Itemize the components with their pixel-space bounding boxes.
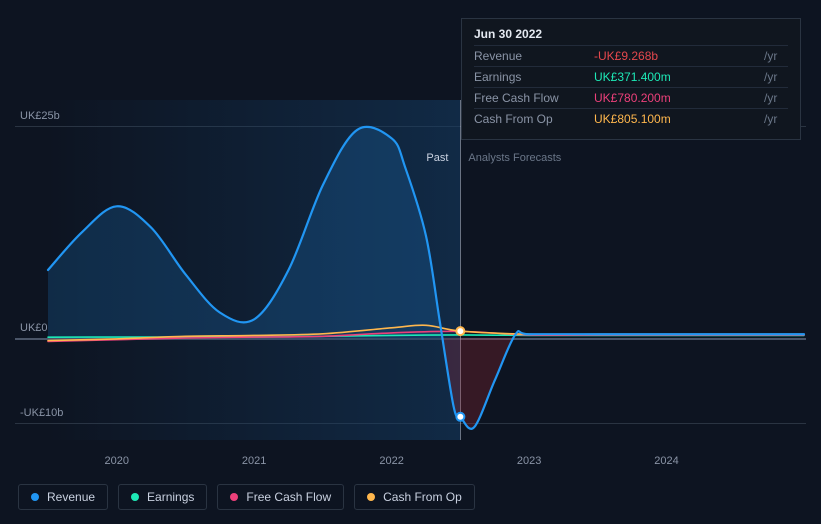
x-tick-label: 2022: [379, 455, 403, 467]
tooltip-table: Revenue-UK£9.268b/yrEarningsUK£371.400m/…: [474, 45, 788, 129]
cfo-highlight-marker: [456, 327, 464, 335]
legend-label: Free Cash Flow: [246, 490, 331, 504]
tooltip-row-value: -UK£9.268b: [594, 46, 760, 67]
tooltip-date: Jun 30 2022: [474, 27, 788, 45]
tooltip-row-label: Revenue: [474, 46, 594, 67]
legend-item-revenue[interactable]: Revenue: [18, 484, 108, 510]
tooltip-row-unit: /yr: [760, 88, 788, 109]
chart-legend: Revenue Earnings Free Cash Flow Cash From O…: [18, 484, 475, 510]
legend-dot-icon: [367, 493, 375, 501]
tooltip-row-label: Free Cash Flow: [474, 88, 594, 109]
legend-label: Earnings: [147, 490, 194, 504]
tooltip-row-value: UK£371.400m: [594, 67, 760, 88]
tooltip-row: Cash From OpUK£805.100m/yr: [474, 109, 788, 130]
legend-item-cfo[interactable]: Cash From Op: [354, 484, 475, 510]
financials-chart: UK£25bUK£0-UK£10b 20202021202220232024 P…: [0, 0, 821, 524]
tooltip-row-label: Earnings: [474, 67, 594, 88]
legend-item-fcf[interactable]: Free Cash Flow: [217, 484, 344, 510]
revenue-highlight-marker: [456, 413, 464, 421]
x-tick-label: 2023: [517, 455, 541, 467]
tooltip-row: Free Cash FlowUK£780.200m/yr: [474, 88, 788, 109]
legend-label: Cash From Op: [383, 490, 462, 504]
tooltip-row-unit: /yr: [760, 109, 788, 130]
x-tick-label: 2024: [654, 455, 678, 467]
chart-tooltip: Jun 30 2022 Revenue-UK£9.268b/yrEarnings…: [461, 18, 801, 140]
legend-dot-icon: [31, 493, 39, 501]
tooltip-row-unit: /yr: [760, 67, 788, 88]
x-tick-label: 2020: [104, 455, 128, 467]
tooltip-row: Revenue-UK£9.268b/yr: [474, 46, 788, 67]
legend-dot-icon: [131, 493, 139, 501]
tooltip-row-label: Cash From Op: [474, 109, 594, 130]
legend-item-earnings[interactable]: Earnings: [118, 484, 207, 510]
tooltip-row-unit: /yr: [760, 46, 788, 67]
legend-label: Revenue: [47, 490, 95, 504]
revenue-area: [48, 127, 460, 417]
past-label: Past: [426, 152, 448, 164]
tooltip-row-value: UK£780.200m: [594, 88, 760, 109]
legend-dot-icon: [230, 493, 238, 501]
tooltip-row: EarningsUK£371.400m/yr: [474, 67, 788, 88]
x-tick-label: 2021: [242, 455, 266, 467]
forecast-label: Analysts Forecasts: [468, 152, 561, 164]
tooltip-row-value: UK£805.100m: [594, 109, 760, 130]
